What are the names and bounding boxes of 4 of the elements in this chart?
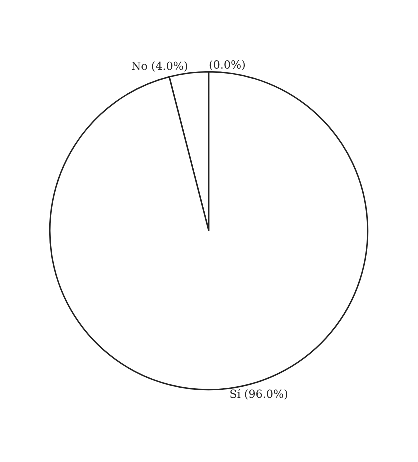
slice-label: No (4.0%) (132, 62, 188, 72)
pie-slice (49, 71, 369, 391)
slice-label: Sí (96.0%) (230, 389, 288, 400)
text: (0.0%) (210, 60, 246, 71)
